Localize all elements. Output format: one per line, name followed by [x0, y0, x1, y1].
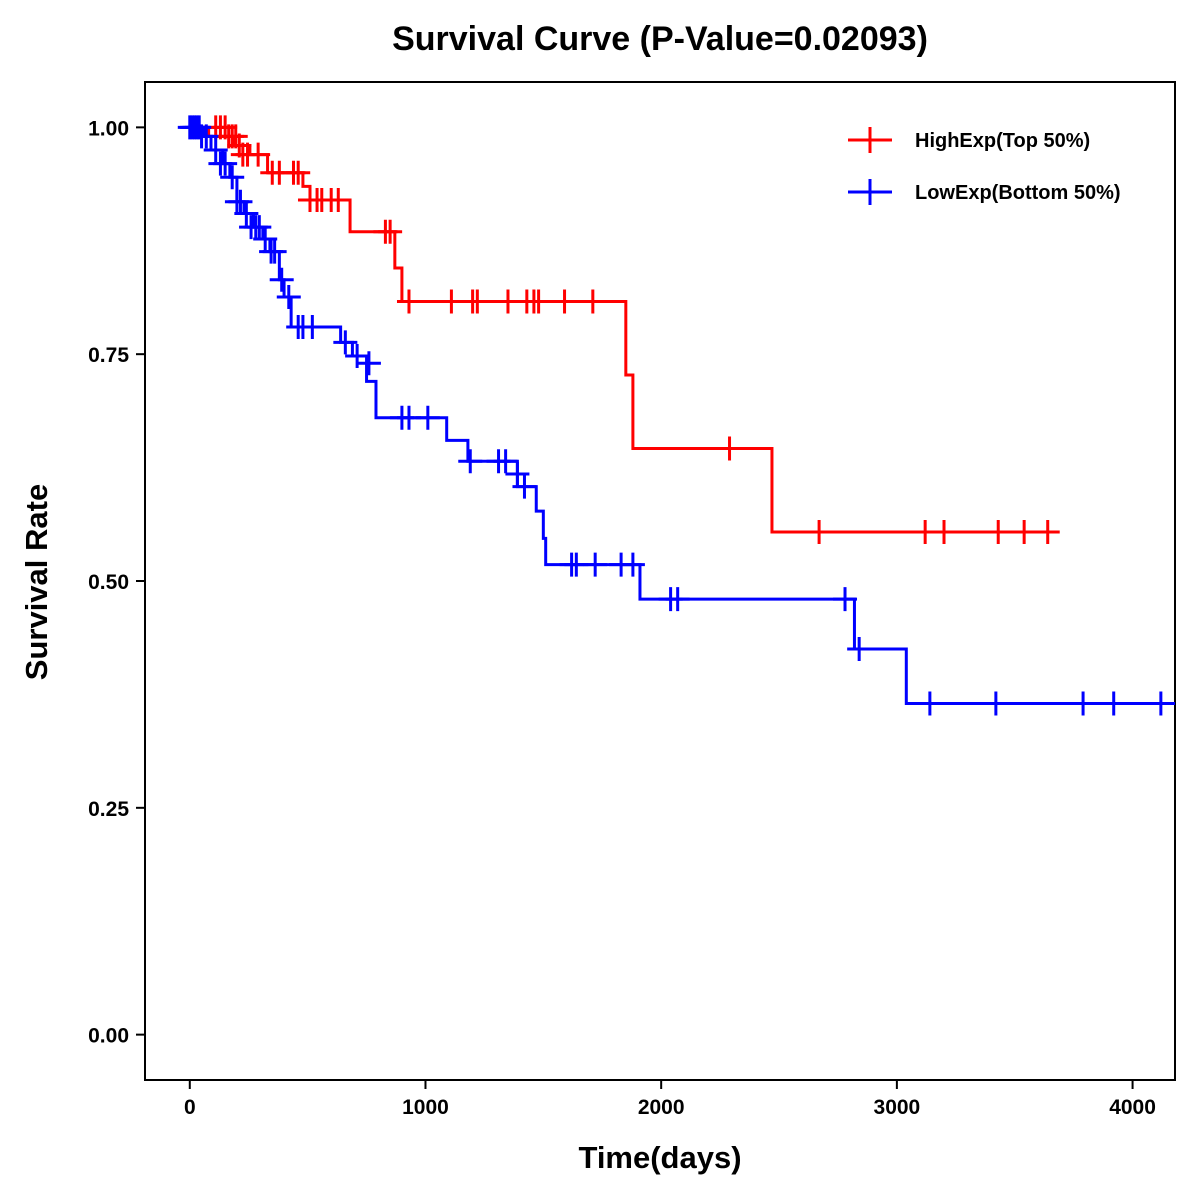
x-tick-label: 4000 — [1109, 1096, 1156, 1119]
censor-mark — [228, 189, 253, 214]
x-tick-label: 2000 — [638, 1096, 685, 1119]
censor-mark — [247, 215, 272, 240]
censor-mark — [396, 289, 421, 314]
censor-mark — [526, 289, 551, 314]
censor-mark — [253, 226, 278, 251]
censor-mark — [665, 587, 690, 612]
legend-key — [848, 179, 892, 205]
legend: HighExp(Top 50%) LowExp(Bottom 50%) — [848, 127, 1121, 205]
censor-mark — [717, 436, 742, 461]
axes: 0 1000 2000 3000 4000 0.00 0.25 0.50 0.75 1.00 — [88, 117, 1156, 1119]
censor-mark — [234, 201, 259, 226]
censor-mark — [1035, 520, 1060, 545]
legend-label: HighExp(Top 50%) — [915, 130, 1090, 152]
censor-mark — [833, 587, 858, 612]
censor-mark — [220, 165, 245, 190]
censor-mark — [552, 289, 577, 314]
censor-mark — [194, 124, 219, 149]
legend-label: LowExp(Bottom 50%) — [915, 182, 1121, 204]
censor-mark — [1101, 691, 1126, 716]
y-tick-label: 1.00 — [88, 117, 129, 140]
x-tick-label: 1000 — [402, 1096, 449, 1119]
series-1 — [177, 115, 1175, 716]
censor-mark — [203, 138, 228, 163]
chart-title: Survival Curve (P-Value=0.02093) — [392, 20, 928, 58]
censor-mark — [505, 461, 530, 486]
censor-mark — [847, 637, 872, 662]
survival-line — [189, 125, 1175, 705]
censor-mark — [333, 330, 358, 355]
censor-mark — [378, 219, 403, 244]
censor-mark — [983, 691, 1008, 716]
x-tick-label: 0 — [184, 1096, 196, 1119]
y-tick-label: 0.00 — [88, 1025, 129, 1048]
censor-mark — [512, 474, 537, 499]
censor-mark — [246, 142, 271, 167]
censor-mark — [580, 289, 605, 314]
censor-mark — [917, 691, 942, 716]
censor-mark — [213, 151, 238, 176]
censor-mark — [932, 520, 957, 545]
censor-mark — [326, 187, 351, 212]
censor-mark — [1148, 691, 1173, 716]
censor-mark — [465, 289, 490, 314]
x-axis-title: Time(days) — [578, 1140, 741, 1175]
censor-mark — [300, 314, 325, 339]
censor-mark — [269, 267, 294, 292]
censor-mark — [986, 520, 1011, 545]
y-axis-title: Survival Rate — [19, 484, 54, 680]
censor-mark — [356, 351, 381, 376]
y-tick-label: 0.75 — [88, 344, 129, 367]
censor-mark — [807, 520, 832, 545]
x-tick-label: 3000 — [874, 1096, 921, 1119]
censor-mark — [439, 289, 464, 314]
series-0 — [189, 115, 1060, 545]
censor-mark — [1071, 691, 1096, 716]
legend-key — [848, 127, 892, 153]
censor-mark — [262, 239, 287, 264]
censor-mark — [458, 449, 483, 474]
censor-mark — [493, 449, 518, 474]
censor-mark — [286, 160, 311, 185]
series-layer — [177, 115, 1175, 716]
y-tick-label: 0.25 — [88, 798, 129, 821]
plot-frame — [144, 81, 1176, 1081]
censor-mark — [1012, 520, 1037, 545]
censor-mark — [620, 552, 645, 577]
censor-mark — [276, 285, 301, 310]
censor-mark — [415, 405, 440, 430]
y-tick-label: 0.50 — [88, 571, 129, 594]
censor-mark — [583, 552, 608, 577]
